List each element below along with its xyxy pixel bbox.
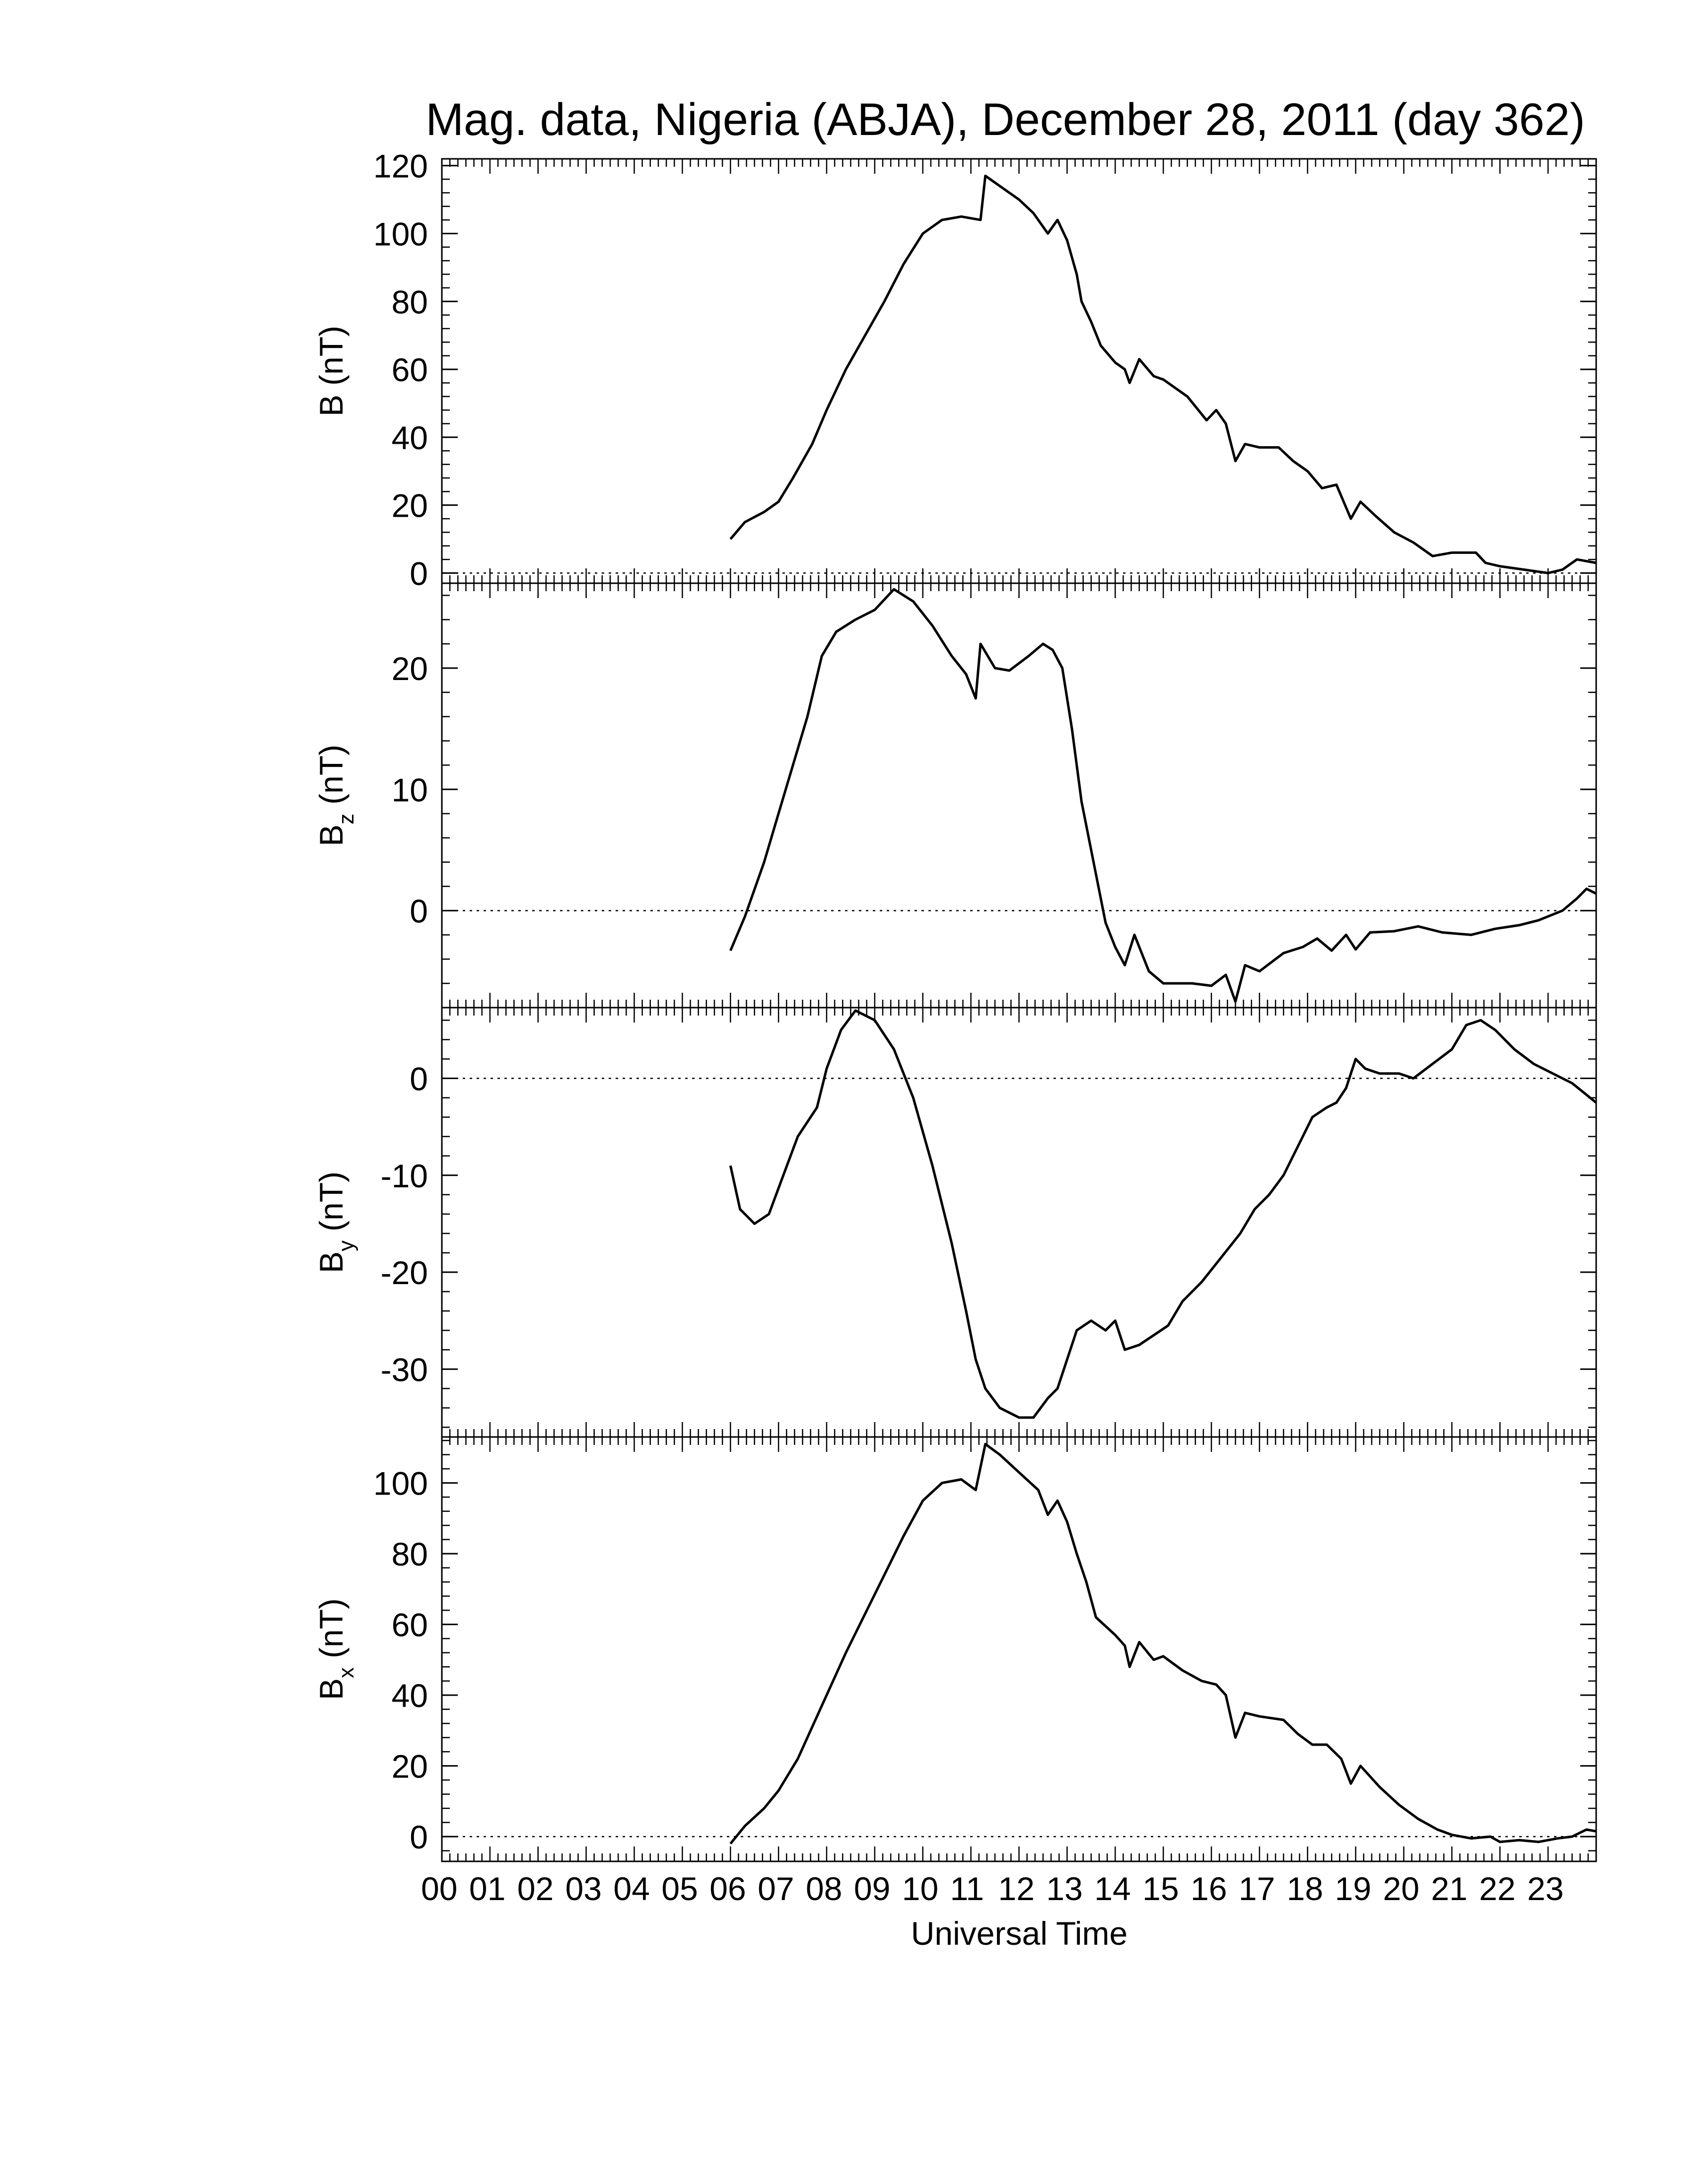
y-axis-title-main: B <box>313 1251 350 1273</box>
y-tick-label: -20 <box>381 1254 428 1291</box>
y-tick-label: 0 <box>410 1819 428 1855</box>
x-tick-label: 06 <box>709 1870 746 1907</box>
x-axis-title: Universal Time <box>911 1915 1127 1952</box>
y-axis-title-main: B <box>313 824 350 846</box>
series-line-b <box>729 174 1597 574</box>
y-axis-title-subscript: y <box>334 1240 358 1251</box>
x-tick-label: 12 <box>998 1870 1035 1907</box>
x-axis-labels: 00 01 02 03 04 05 06 07 08 09 10 11 12 13 14 15 16 17 18 19… <box>421 1870 1564 1907</box>
y-tick-label: 80 <box>392 1536 428 1572</box>
x-tick-label: 13 <box>1046 1870 1082 1907</box>
x-tick-label: 09 <box>854 1870 890 1907</box>
y-axis-title: B (nT) <box>313 326 350 416</box>
y-tick-label: 0 <box>410 555 428 592</box>
y-axis-title: Bx (nT) <box>313 1598 358 1700</box>
x-tick-label: 19 <box>1335 1870 1371 1907</box>
x-tick-label: 14 <box>1094 1870 1130 1907</box>
x-tick-label: 00 <box>421 1870 457 1907</box>
x-tick-label: 16 <box>1191 1870 1227 1907</box>
figure-title: Mag. data, Nigeria (ABJA), December 28, … <box>425 94 1585 145</box>
panel-b: 0 20 40 60 80 100 120 B (nT) <box>313 148 1597 592</box>
x-tick-label: 17 <box>1239 1870 1275 1907</box>
series-line-bx <box>729 1442 1597 1844</box>
panel-bz: 0 10 20 Bz (nT) <box>313 582 1597 1009</box>
y-axis-title-unit: (nT) <box>313 1171 350 1231</box>
x-tick-label: 10 <box>902 1870 938 1907</box>
y-tick-label: 40 <box>392 1677 428 1714</box>
x-tick-label: 08 <box>806 1870 842 1907</box>
y-tick-label: 40 <box>392 419 428 456</box>
y-axis-title: By (nT) <box>313 1171 358 1273</box>
y-axis-title: Bz (nT) <box>313 745 358 846</box>
y-tick-label: 60 <box>392 351 428 388</box>
y-tick-label: 100 <box>373 215 428 252</box>
x-tick-label: 22 <box>1479 1870 1515 1907</box>
x-tick-label: 15 <box>1142 1870 1179 1907</box>
x-tick-label: 01 <box>469 1870 505 1907</box>
y-tick-label: 20 <box>392 1748 428 1785</box>
y-tick-label: 60 <box>392 1607 428 1643</box>
x-tick-label: 21 <box>1431 1870 1467 1907</box>
y-tick-label: 120 <box>373 148 428 185</box>
x-tick-label: 23 <box>1527 1870 1563 1907</box>
x-tick-label: 05 <box>661 1870 698 1907</box>
y-axis-title-unit: (nT) <box>313 1598 350 1658</box>
series-line-bz <box>729 588 1597 1003</box>
x-tick-label: 20 <box>1383 1870 1419 1907</box>
x-tick-label: 04 <box>614 1870 650 1907</box>
y-tick-label: -10 <box>381 1158 428 1194</box>
y-axis-title-main: B <box>313 1678 350 1700</box>
x-tick-label: 11 <box>950 1870 985 1907</box>
x-tick-label: 02 <box>517 1870 554 1907</box>
y-tick-label: -30 <box>381 1351 428 1388</box>
panel-bx: 0 20 40 60 80 100 Bx (nT) <box>313 1436 1597 1862</box>
y-tick-label: 100 <box>373 1465 428 1502</box>
y-tick-label: 20 <box>392 487 428 524</box>
y-axis-title-unit: (nT) <box>313 745 350 805</box>
y-axis-title-unit: (nT) <box>313 326 350 386</box>
y-axis-title-main: B <box>313 395 350 416</box>
y-tick-label: 0 <box>410 1061 428 1097</box>
x-tick-label: 07 <box>758 1870 794 1907</box>
y-tick-label: 0 <box>410 893 428 930</box>
y-tick-label: 20 <box>392 650 428 687</box>
y-tick-label: 10 <box>392 771 428 808</box>
y-axis-title-subscript: z <box>334 814 358 824</box>
y-tick-label: 80 <box>392 283 428 320</box>
x-tick-label: 18 <box>1287 1870 1323 1907</box>
x-tick-label: 03 <box>565 1870 602 1907</box>
y-axis-title-subscript: x <box>334 1667 358 1678</box>
panels-group: 0 20 40 60 80 100 120 B (nT) 0 10 20 Bz (nT) -30 -20 -10… <box>313 148 1597 1862</box>
series-line-by <box>729 1009 1597 1419</box>
